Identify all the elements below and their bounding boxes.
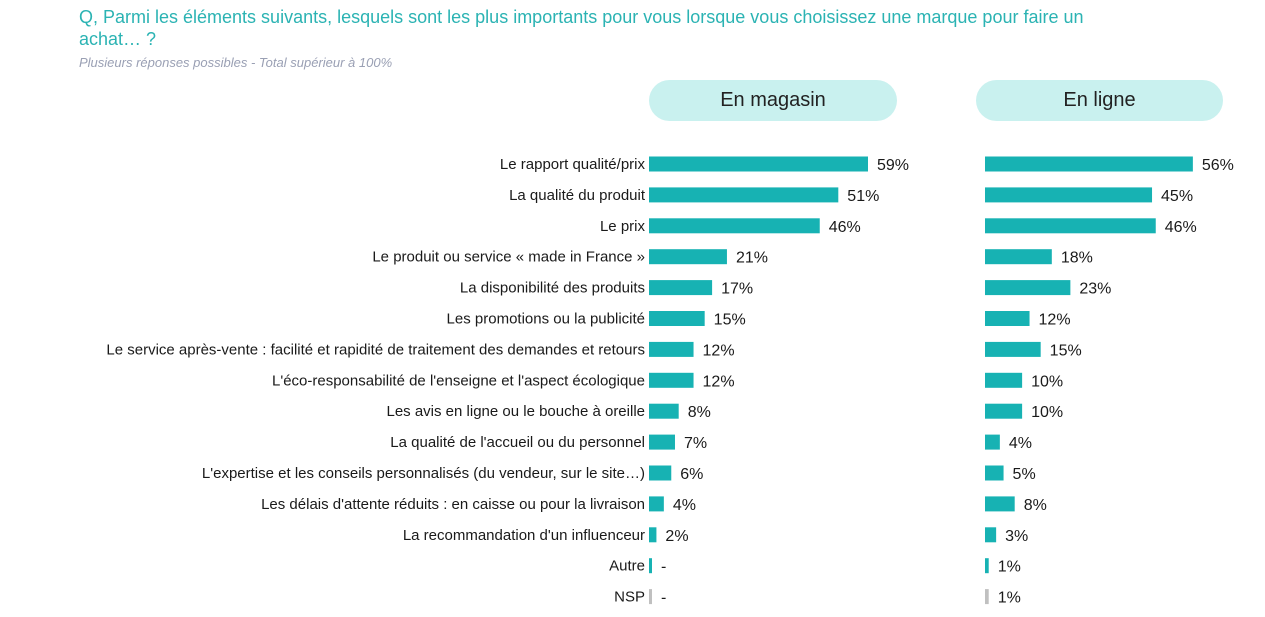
bar — [985, 434, 1000, 450]
bar — [649, 249, 727, 265]
bar — [649, 589, 652, 605]
bar — [985, 156, 1193, 172]
value-label: 8% — [1024, 497, 1047, 514]
value-label: 5% — [1013, 466, 1036, 483]
category-label: L'expertise et les conseils personnalisé… — [202, 465, 645, 482]
bar — [985, 558, 989, 574]
value-label: 12% — [1039, 312, 1071, 329]
value-label: 56% — [1202, 157, 1234, 174]
bar — [985, 341, 1041, 357]
category-label: Le rapport qualité/prix — [500, 156, 646, 173]
value-label: 3% — [1005, 528, 1028, 545]
category-label: Les avis en ligne ou le bouche à oreille — [386, 403, 645, 420]
bar — [985, 589, 989, 605]
category-label: Autre — [609, 558, 645, 575]
value-label: 45% — [1161, 188, 1193, 205]
value-label: 46% — [829, 219, 861, 236]
bar — [985, 465, 1004, 481]
value-label: 4% — [1009, 435, 1032, 452]
bar — [649, 372, 694, 388]
value-label: 6% — [680, 466, 703, 483]
bar — [649, 496, 664, 512]
value-label: 23% — [1079, 281, 1111, 298]
value-label: 1% — [998, 559, 1021, 576]
value-label: 12% — [703, 342, 735, 359]
value-label: 1% — [998, 590, 1021, 607]
bar — [649, 311, 705, 326]
bar — [649, 156, 868, 172]
bar — [649, 527, 657, 543]
category-label: Les délais d'attente réduits : en caisse… — [261, 496, 645, 513]
value-label: 8% — [688, 404, 711, 421]
category-label: Les promotions ou la publicité — [447, 311, 645, 328]
value-label: 46% — [1165, 219, 1197, 236]
bar — [649, 403, 679, 419]
series-header-en-magasin: En magasin — [649, 80, 897, 121]
bar — [649, 465, 672, 481]
value-label: 59% — [877, 157, 909, 174]
category-label: Le prix — [600, 218, 646, 235]
bar — [985, 496, 1015, 512]
question-title: Q, Parmi les éléments suivants, lesquels… — [79, 7, 1084, 49]
value-label: - — [661, 590, 666, 607]
category-label: NSP — [614, 589, 645, 606]
bar — [985, 218, 1156, 234]
value-label: 10% — [1031, 404, 1063, 421]
bar — [985, 187, 1153, 203]
category-label: La disponibilité des produits — [460, 280, 645, 297]
value-label: 10% — [1031, 373, 1063, 390]
bar — [985, 249, 1052, 265]
multiple-answers-note: Plusieurs réponses possibles - Total sup… — [79, 55, 393, 70]
value-label: 18% — [1061, 250, 1093, 267]
category-label: Le produit ou service « made in France » — [372, 249, 645, 266]
category-label: La qualité de l'accueil ou du personnel — [390, 434, 645, 451]
bar — [985, 372, 1023, 388]
value-label: 4% — [673, 497, 696, 514]
value-label: 12% — [703, 373, 735, 390]
series-header-en-ligne: En ligne — [976, 80, 1223, 121]
value-label: - — [661, 559, 666, 576]
category-label: La recommandation d'un influenceur — [403, 527, 645, 544]
bar — [985, 311, 1030, 326]
bar — [649, 341, 694, 357]
value-label: 21% — [736, 250, 768, 267]
category-label: La qualité du produit — [509, 187, 646, 204]
category-label: L'éco-responsabilité de l'enseigne et l'… — [272, 372, 645, 389]
value-label: 15% — [714, 312, 746, 329]
bar — [985, 403, 1023, 419]
value-label: 15% — [1050, 342, 1082, 359]
value-label: 51% — [847, 188, 879, 205]
bar — [985, 280, 1071, 296]
category-label: Le service après-vente : facilité et rap… — [106, 341, 645, 358]
value-label: 7% — [684, 435, 707, 452]
bar — [649, 434, 675, 450]
bar — [649, 218, 820, 234]
bar — [649, 558, 652, 574]
value-label: 17% — [721, 281, 753, 298]
bar — [649, 280, 713, 296]
bar — [649, 187, 839, 203]
value-label: 2% — [665, 528, 688, 545]
bar — [985, 527, 997, 543]
